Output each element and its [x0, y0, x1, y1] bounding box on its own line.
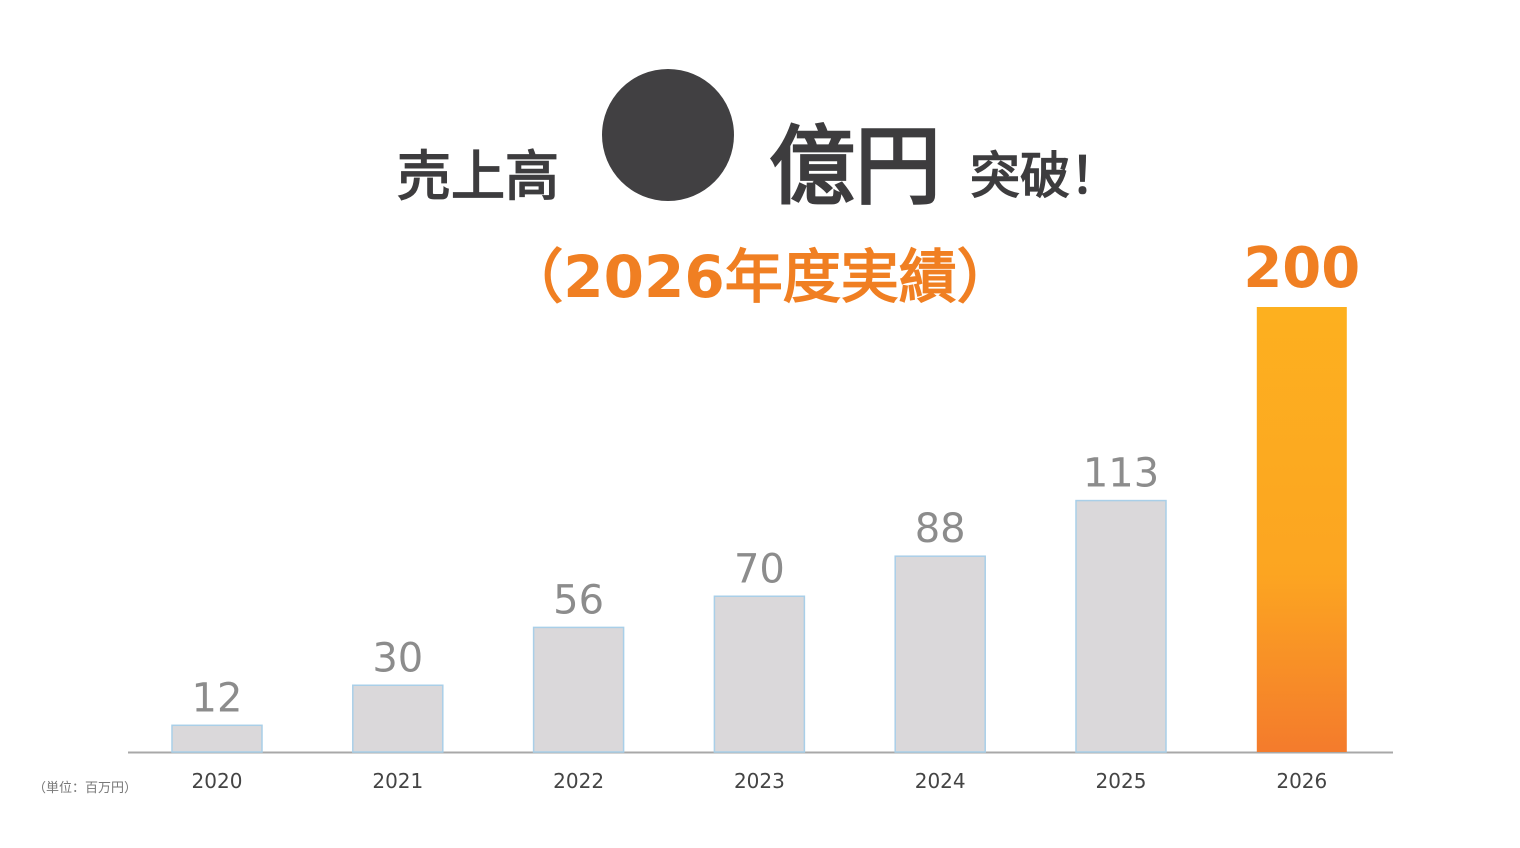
x-tick-label: 2026 [1276, 769, 1327, 793]
bar [894, 555, 986, 753]
value-label: 30 [372, 635, 423, 681]
bar [1256, 307, 1347, 752]
unit-note: （単位：百万円） [33, 780, 137, 796]
bar [532, 626, 625, 753]
x-tick-label: 2023 [734, 769, 785, 793]
value-label: 56 [553, 577, 604, 623]
hidden-number-circle [602, 69, 734, 201]
value-label: 88 [915, 506, 966, 552]
x-tick-label: 2020 [192, 769, 243, 793]
value-label: 70 [734, 546, 785, 592]
x-tick-label: 2022 [553, 769, 604, 793]
value-label: 12 [192, 675, 243, 721]
bar [713, 595, 806, 753]
x-tick-label: 2021 [372, 769, 423, 793]
title-part: 億円 [769, 117, 941, 217]
title-part: 売上高 [397, 145, 559, 208]
x-tick-label: 2025 [1096, 769, 1147, 793]
bar [171, 724, 263, 753]
title-part: 突破！ [970, 147, 1120, 205]
bar [352, 684, 444, 753]
x-tick-label: 2024 [915, 769, 966, 793]
bar [1075, 499, 1167, 753]
value-label: 113 [1083, 451, 1159, 497]
subtitle: （2026年度実績） [505, 243, 1014, 311]
value-label: 200 [1243, 236, 1360, 301]
